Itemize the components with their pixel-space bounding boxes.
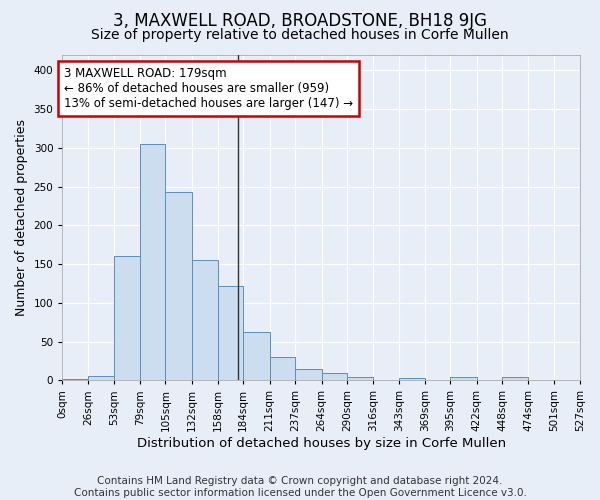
Bar	[502, 377, 528, 380]
Bar	[322, 374, 347, 380]
Bar	[399, 378, 425, 380]
Bar	[451, 377, 477, 380]
Bar	[166, 192, 192, 380]
Y-axis label: Number of detached properties: Number of detached properties	[15, 119, 28, 316]
Text: Contains HM Land Registry data © Crown copyright and database right 2024.
Contai: Contains HM Land Registry data © Crown c…	[74, 476, 526, 498]
Bar	[243, 332, 269, 380]
Bar	[62, 378, 88, 380]
X-axis label: Distribution of detached houses by size in Corfe Mullen: Distribution of detached houses by size …	[137, 437, 506, 450]
Bar	[347, 377, 373, 380]
Bar	[218, 286, 243, 380]
Bar	[88, 376, 115, 380]
Bar	[140, 144, 166, 380]
Bar	[295, 368, 322, 380]
Bar	[115, 256, 140, 380]
Bar	[269, 357, 295, 380]
Bar	[192, 260, 218, 380]
Text: 3 MAXWELL ROAD: 179sqm
← 86% of detached houses are smaller (959)
13% of semi-de: 3 MAXWELL ROAD: 179sqm ← 86% of detached…	[64, 66, 353, 110]
Text: Size of property relative to detached houses in Corfe Mullen: Size of property relative to detached ho…	[91, 28, 509, 42]
Text: 3, MAXWELL ROAD, BROADSTONE, BH18 9JG: 3, MAXWELL ROAD, BROADSTONE, BH18 9JG	[113, 12, 487, 30]
